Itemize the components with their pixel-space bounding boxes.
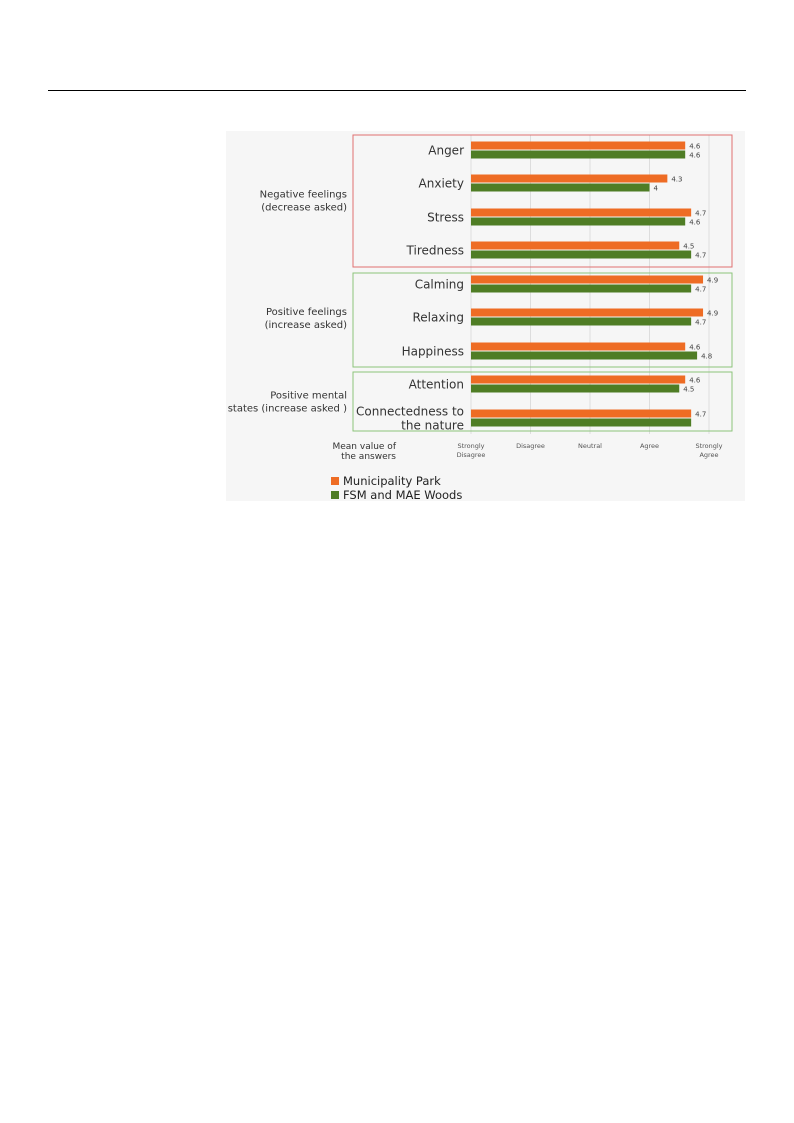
group-label-2-line-1: Positive feelings — [266, 307, 347, 318]
x-tick-label-3: Neutral — [578, 442, 602, 450]
x-tick-label-5-line-2: Agree — [699, 451, 718, 459]
bar-municipality-park-relaxing — [471, 308, 704, 317]
category-label-stress: Stress — [427, 211, 464, 225]
data-label-municipality-park-tiredness: 4.5 — [683, 243, 694, 251]
category-label-connectedness-to-the-nature-line-1: Connectedness to — [356, 405, 464, 419]
group-box-2 — [352, 272, 733, 368]
data-label-fsm-and-mae-woods-stress: 4.6 — [689, 219, 701, 227]
bar-fsm-and-mae-woods-anger — [471, 150, 686, 159]
group-label-1-line-1: Negative feelings — [260, 190, 347, 201]
bar-municipality-park-tiredness — [471, 241, 680, 250]
bar-municipality-park-anger — [471, 141, 686, 150]
data-label-fsm-and-mae-woods-happiness: 4.8 — [701, 353, 712, 361]
legend-item-fsm-and-mae-woods: FSM and MAE Woods — [331, 488, 462, 502]
bar-municipality-park-anxiety — [471, 174, 668, 183]
bar-fsm-and-mae-woods-happiness — [471, 351, 698, 360]
data-label-municipality-park-happiness: 4.6 — [689, 344, 701, 352]
category-label-connectedness-to-the-nature-line-2: the nature — [401, 419, 464, 433]
group-box-1 — [352, 134, 733, 268]
category-label-anger: Anger — [428, 144, 464, 158]
x-tick-label-5-line-1: Strongly — [695, 442, 722, 450]
x-axis-title-line-2: the answers — [341, 452, 396, 462]
data-label-municipality-park-anxiety: 4.3 — [671, 176, 682, 184]
bar-municipality-park-stress — [471, 208, 692, 217]
bar-fsm-and-mae-woods-calming — [471, 284, 692, 293]
bar-municipality-park-happiness — [471, 342, 686, 351]
data-label-fsm-and-mae-woods-anger: 4.6 — [689, 152, 701, 160]
legend-swatch-municipality-park — [331, 477, 339, 485]
x-tick-label-1-line-1: Strongly — [457, 442, 484, 450]
category-label-happiness: Happiness — [402, 345, 464, 359]
chart-figure: Negative feelings (decrease asked) Positiv… — [226, 131, 745, 502]
category-label-anxiety: Anxiety — [419, 177, 464, 191]
data-label-fsm-and-mae-woods-attention: 4.5 — [683, 386, 694, 394]
group-label-3-line-1: Positive mental — [270, 391, 347, 402]
category-label-attention: Attention — [409, 378, 464, 392]
bar-fsm-and-mae-woods-tiredness — [471, 250, 692, 259]
bar-municipality-park-attention — [471, 375, 686, 384]
x-axis-title-line-1: Mean value of — [332, 442, 396, 452]
data-label-municipality-park-stress: 4.7 — [695, 210, 706, 218]
legend-item-municipality-park: Municipality Park — [331, 474, 441, 488]
data-label-fsm-and-mae-woods-tiredness: 4.7 — [695, 252, 706, 260]
bar-fsm-and-mae-woods-anxiety — [471, 183, 650, 192]
data-label-municipality-park-anger: 4.6 — [689, 143, 701, 151]
bar-fsm-and-mae-woods-connectedness-to-the-nature — [471, 418, 692, 427]
category-label-relaxing: Relaxing — [412, 311, 464, 325]
legend-swatch-fsm-and-mae-woods — [331, 491, 339, 499]
legend-label-municipality-park: Municipality Park — [343, 474, 441, 488]
bar-municipality-park-connectedness-to-the-nature — [471, 409, 692, 418]
data-label-fsm-and-mae-woods-anxiety: 4 — [654, 185, 659, 193]
x-tick-label-4: Agree — [640, 442, 659, 450]
category-label-calming: Calming — [415, 278, 464, 292]
header-rule — [48, 90, 746, 91]
data-label-fsm-and-mae-woods-calming: 4.7 — [695, 286, 706, 294]
bar-fsm-and-mae-woods-stress — [471, 217, 686, 226]
bar-fsm-and-mae-woods-attention — [471, 384, 680, 393]
group-label-1-line-2: (decrease asked) — [261, 203, 347, 214]
bar-municipality-park-calming — [471, 275, 704, 284]
data-label-municipality-park-attention: 4.6 — [689, 377, 701, 385]
data-label-municipality-park-calming: 4.9 — [707, 277, 718, 285]
data-label-municipality-park-connectedness-to-the-nature: 4.7 — [695, 411, 706, 419]
data-label-municipality-park-relaxing: 4.9 — [707, 310, 718, 318]
legend-label-fsm-and-mae-woods: FSM and MAE Woods — [343, 488, 463, 502]
group-box-3 — [352, 371, 733, 432]
x-tick-label-2: Disagree — [516, 442, 545, 450]
bar-fsm-and-mae-woods-relaxing — [471, 317, 692, 326]
x-tick-label-1-line-2: Disagree — [457, 451, 486, 459]
chart-svg: Negative feelings (decrease asked) Positiv… — [228, 134, 733, 462]
group-label-3-line-2: states (increase asked ) — [228, 404, 347, 415]
group-label-2-line-2: (increase asked) — [265, 320, 348, 331]
data-label-fsm-and-mae-woods-relaxing: 4.7 — [695, 319, 706, 327]
category-label-tiredness: Tiredness — [406, 244, 464, 258]
